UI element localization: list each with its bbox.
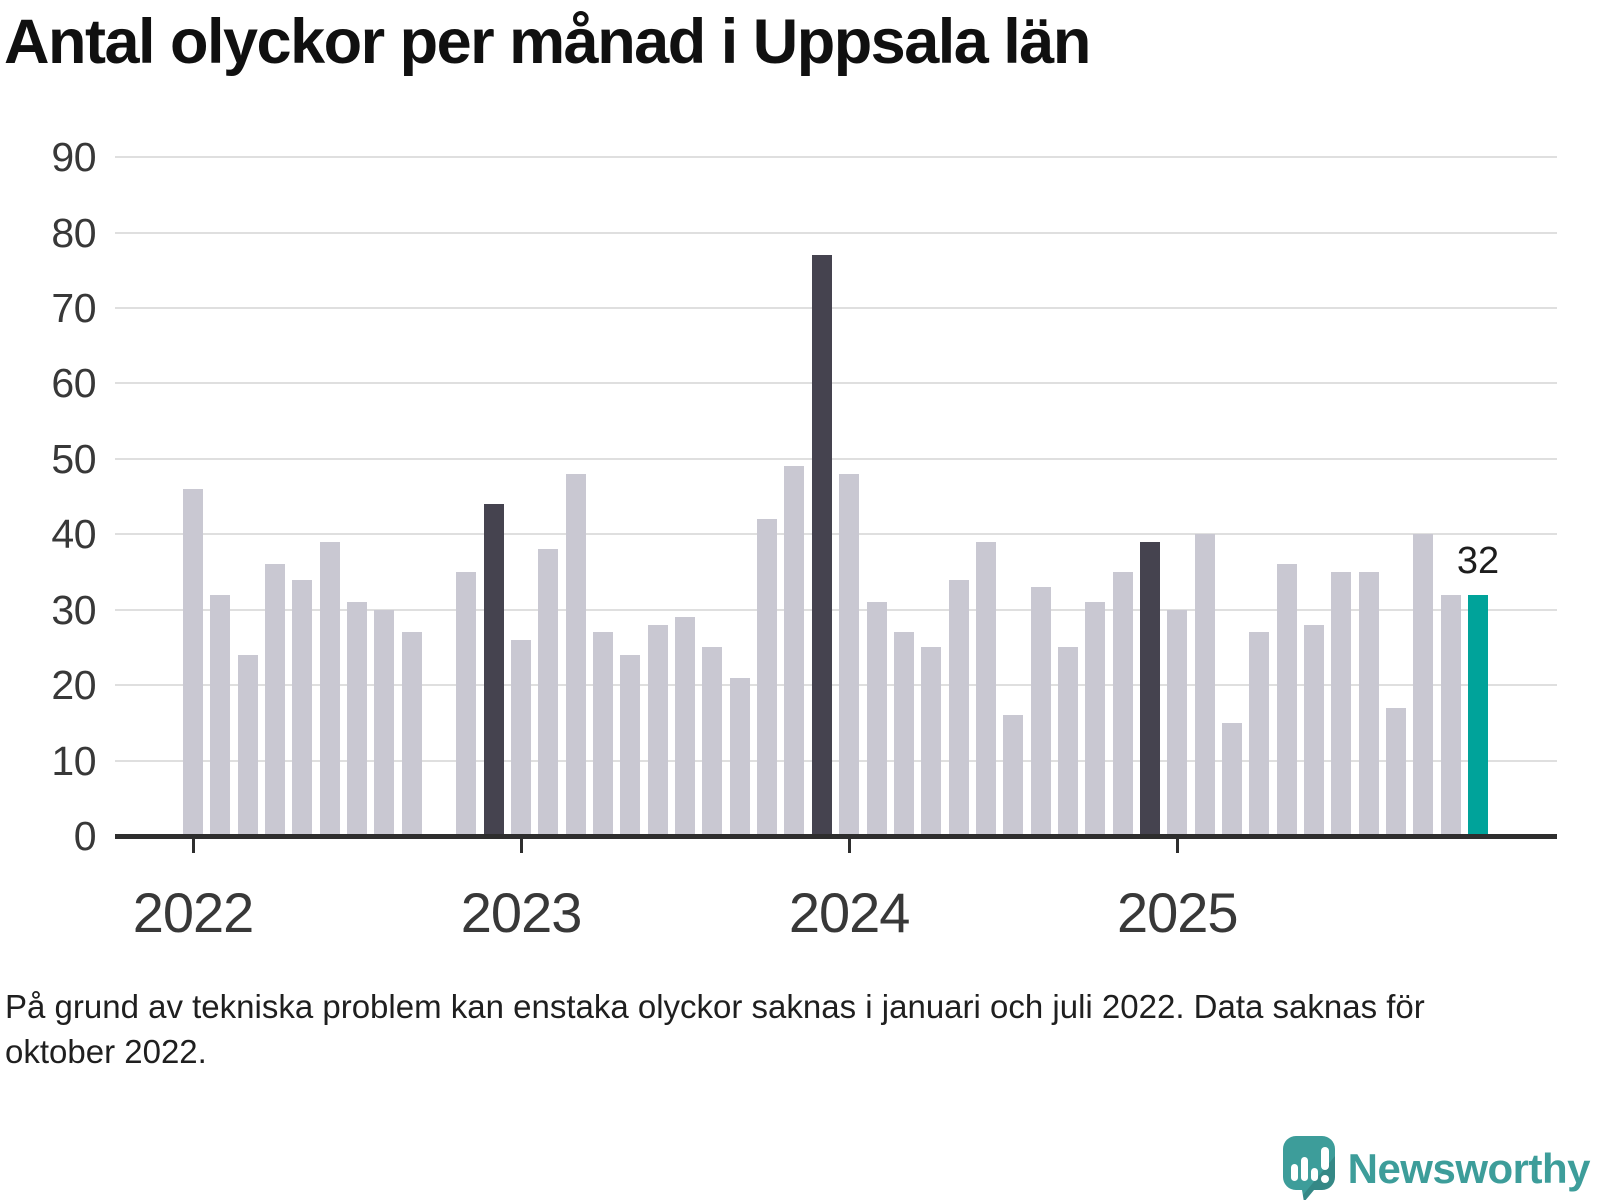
y-tick-label-60: 60 [51, 360, 96, 407]
bar-2023-11 [784, 466, 805, 836]
bar-2024-08 [1030, 587, 1051, 836]
bar-2025-04 [1249, 632, 1270, 836]
gridline-20 [115, 684, 1557, 687]
bar-2024-06 [975, 541, 996, 836]
bar-2025-07 [1331, 571, 1352, 836]
year-label-2025: 2025 [1116, 881, 1239, 944]
bar-2023-02 [538, 549, 559, 836]
bar-2025-01 [1167, 609, 1188, 836]
bar-2023-01 [511, 639, 532, 836]
chart-title: Antal olyckor per månad i Uppsala län [4, 7, 1091, 77]
newsworthy-logo-icon [1282, 1136, 1335, 1200]
gridline-50 [115, 457, 1557, 460]
bar-2023-08 [702, 647, 723, 836]
bar-2025-09 [1385, 707, 1406, 836]
bar-2023-03 [565, 473, 586, 836]
bar-2022-11 [456, 571, 477, 836]
bar-2023-12 [811, 255, 832, 836]
bar-2025-10 [1413, 534, 1434, 836]
y-tick-label-10: 10 [51, 737, 96, 784]
bar-2022-03 [237, 654, 258, 836]
bar-2022-08 [374, 609, 395, 836]
gridline-90 [115, 156, 1557, 159]
bar-2025-05 [1276, 564, 1297, 836]
gridline-80 [115, 231, 1557, 234]
bar-2022-12 [483, 504, 504, 836]
x-tick-2024 [847, 839, 851, 853]
newsworthy-logo-text: Newsworthy [1347, 1145, 1591, 1192]
bar-2023-09 [729, 677, 750, 836]
bar-2024-03 [893, 632, 914, 836]
newsworthy-branding: Newsworthy [1282, 1134, 1591, 1200]
bar-2023-06 [647, 624, 668, 836]
bar-2023-05 [620, 654, 641, 836]
bar-2025-12 [1467, 594, 1488, 836]
bar-2022-05 [292, 579, 313, 836]
footnote: På grund av tekniska problem kan enstaka… [5, 988, 1425, 1070]
y-tick-label-90: 90 [51, 134, 96, 181]
y-tick-label-40: 40 [51, 511, 96, 558]
y-tick-label-30: 30 [51, 586, 96, 633]
bar-2023-07 [675, 617, 696, 836]
bar-2024-09 [1057, 647, 1078, 836]
bar-2023-10 [757, 519, 778, 836]
bar-2024-01 [839, 473, 860, 836]
bar-2022-01 [183, 489, 203, 836]
year-label-2024: 2024 [788, 881, 911, 944]
gridline-70 [115, 306, 1557, 309]
bar-2025-11 [1440, 594, 1461, 836]
x-axis-line [115, 834, 1557, 839]
bar-2022-06 [319, 541, 340, 836]
bar-2025-08 [1358, 571, 1379, 836]
gridline-60 [115, 382, 1557, 385]
y-tick-label-20: 20 [51, 662, 96, 709]
gridline-40 [115, 533, 1557, 536]
bar-2024-11 [1112, 571, 1133, 836]
y-tick-label-80: 80 [51, 209, 96, 256]
bar-2025-03 [1221, 722, 1242, 836]
x-tick-2025 [1175, 839, 1179, 853]
y-tick-label-50: 50 [51, 435, 96, 482]
year-label-2023: 2023 [460, 881, 583, 944]
y-tick-label-0: 0 [73, 813, 97, 859]
bar-2024-07 [1003, 715, 1024, 836]
bar-2024-10 [1085, 602, 1106, 836]
bar-2023-04 [593, 632, 614, 836]
x-tick-2023 [519, 839, 523, 853]
gridline-30 [115, 608, 1557, 611]
bar-2024-04 [921, 647, 942, 836]
gridline-10 [115, 759, 1557, 762]
y-tick-label-70: 70 [51, 284, 96, 331]
bar-2024-05 [948, 579, 969, 836]
bar-2022-07 [347, 602, 368, 836]
bar-2022-04 [265, 564, 286, 836]
bar-2022-09 [401, 632, 422, 836]
bar-2025-06 [1303, 624, 1324, 836]
bar-2025-02 [1194, 534, 1215, 836]
bar-2022-02 [210, 594, 231, 836]
year-label-2022: 2022 [132, 881, 255, 944]
x-tick-2022 [191, 839, 195, 853]
bar-2024-12 [1139, 541, 1160, 836]
latest-value-label: 32 [1456, 540, 1500, 582]
bar-2024-02 [866, 602, 887, 836]
